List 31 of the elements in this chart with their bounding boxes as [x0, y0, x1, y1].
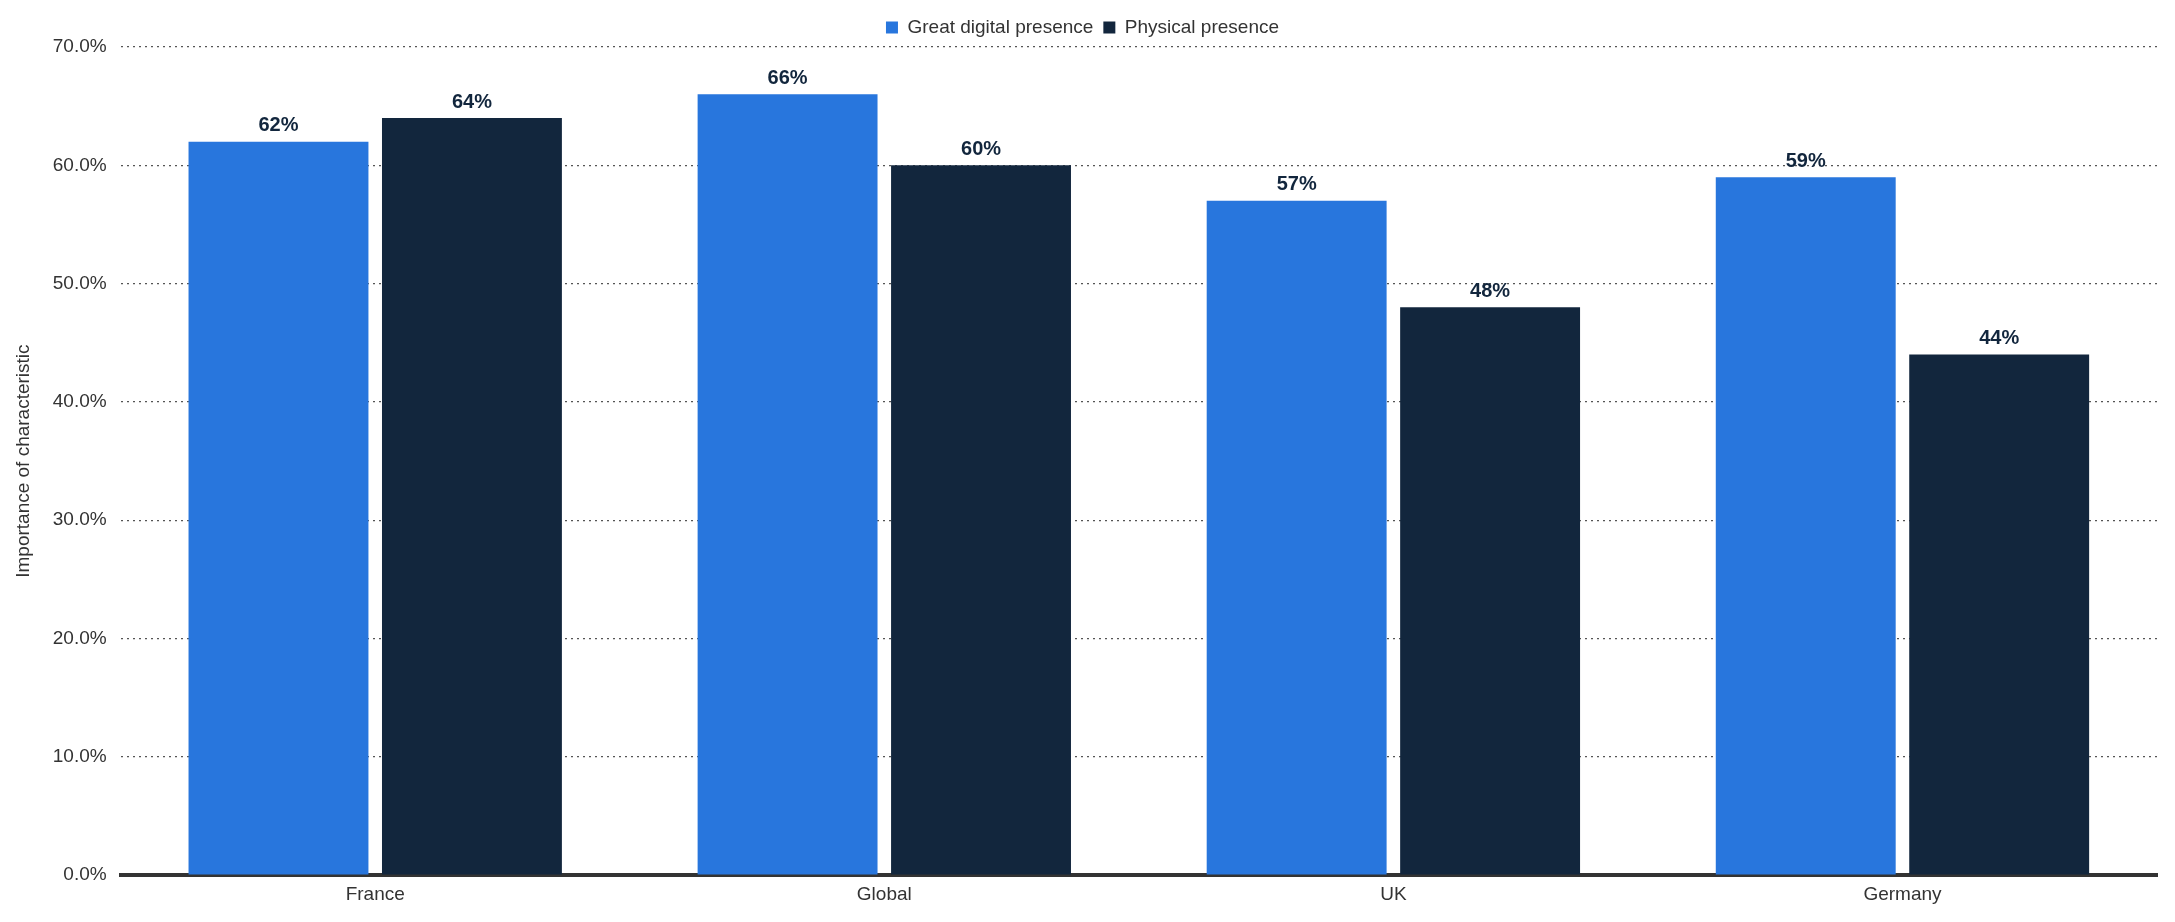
y-tick-label: 40.0%: [52, 390, 107, 412]
data-label: 64%: [451, 89, 493, 112]
bar: [1715, 177, 1896, 875]
y-tick-label: 0.0%: [63, 863, 107, 885]
y-tick-label: 60.0%: [52, 153, 107, 175]
y-tick-label: 10.0%: [52, 745, 107, 767]
data-label: 57%: [1276, 172, 1317, 195]
y-tick-label: 50.0%: [52, 271, 107, 293]
bar: [381, 117, 562, 875]
y-axis-title: Importance of characteristic: [11, 344, 33, 578]
bar: [697, 94, 878, 875]
x-tick-label: Global: [856, 882, 912, 904]
data-label: 48%: [1470, 278, 1511, 301]
x-tick-label: France: [345, 882, 405, 904]
legend-label: Great digital presence: [907, 15, 1094, 37]
y-tick-label: 20.0%: [52, 626, 107, 648]
legend-label: Physical presence: [1124, 15, 1280, 37]
bar: [891, 165, 1071, 875]
data-label: 60%: [961, 136, 1002, 159]
x-tick-label: UK: [1380, 882, 1407, 904]
bar: [1400, 307, 1581, 875]
data-label: 59%: [1785, 148, 1826, 171]
x-tick-label: Germany: [1863, 882, 1943, 904]
bar: [1206, 200, 1387, 875]
data-label: 62%: [258, 113, 299, 136]
y-tick-label: 30.0%: [52, 508, 107, 530]
y-tick-label: 70.0%: [52, 35, 107, 57]
bar: [1909, 354, 2090, 875]
data-label: 44%: [1979, 326, 2020, 349]
bar: [188, 141, 369, 875]
data-label: 66%: [767, 65, 808, 88]
